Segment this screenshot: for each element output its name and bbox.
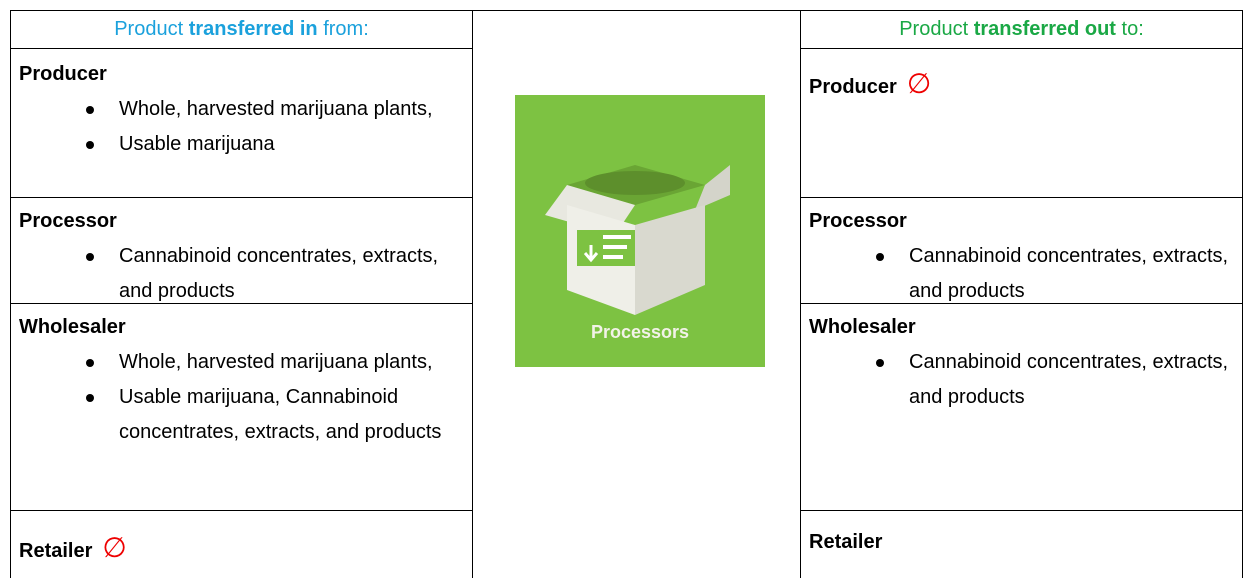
row-name: Retailer [801, 525, 1242, 560]
list-item: Whole, harvested marijuana plants, [86, 92, 469, 127]
null-mark: ∅ [102, 532, 127, 563]
row-cell: Processor Cannabinoid concentrates, extra… [801, 197, 1242, 303]
row-cell: Wholesaler Cannabinoid concentrates, extr… [801, 303, 1242, 510]
list-item: Cannabinoid concentrates, extracts, and … [86, 239, 469, 309]
item-list: Cannabinoid concentrates, extracts, and … [11, 239, 469, 309]
item-list: Cannabinoid concentrates, extracts, and … [801, 345, 1239, 415]
left-column: Product transferred in from: Producer Who… [10, 10, 472, 578]
header-text: to: [1121, 18, 1144, 40]
null-mark: ∅ [906, 68, 932, 99]
left-header: Product transferred in from: [11, 10, 472, 48]
header-emphasis: transferred in [188, 18, 318, 40]
row-name-text: Wholesaler [19, 316, 126, 338]
item-list: Whole, harvested marijuana plants, Usable… [11, 345, 469, 450]
header-emphasis: transferred out [973, 18, 1116, 40]
header-text: Product [899, 18, 969, 40]
list-item: Whole, harvested marijuana plants, [86, 345, 469, 380]
row-name-text: Processor [19, 210, 117, 232]
right-header: Product transferred out to: [801, 10, 1242, 48]
row-name-text: Retailer [19, 540, 93, 562]
row-name-text: Producer [19, 63, 107, 85]
row-cell: Retailer [801, 510, 1242, 578]
row-name-text: Wholesaler [809, 316, 916, 338]
middle-column: Processors [472, 10, 800, 578]
row-name-text: Retailer [809, 531, 883, 553]
row-cell: Producer ∅ [801, 48, 1242, 197]
row-cell: Producer Whole, harvested marijuana plant… [11, 48, 472, 197]
processors-image: Processors [515, 95, 765, 367]
right-column: Product transferred out to: Producer ∅ Pro… [800, 10, 1243, 578]
row-name-text: Producer [809, 76, 897, 98]
list-item: Cannabinoid concentrates, extracts, and … [876, 345, 1239, 415]
list-item: Usable marijuana [86, 127, 469, 162]
row-cell: Wholesaler Whole, harvested marijuana pla… [11, 303, 472, 510]
row-name: Retailer ∅ [11, 533, 472, 566]
row-name: Producer [11, 57, 472, 92]
item-list: Whole, harvested marijuana plants, Usable… [11, 92, 469, 162]
list-item: Cannabinoid concentrates, extracts, and … [876, 239, 1239, 309]
row-name: Producer ∅ [801, 69, 1242, 102]
image-caption: Processors [591, 322, 689, 342]
item-list: Cannabinoid concentrates, extracts, and … [801, 239, 1239, 309]
list-item: Usable marijuana, Cannabinoid concentrat… [86, 380, 469, 450]
row-name: Wholesaler [801, 310, 1242, 345]
header-text: Product [114, 18, 184, 40]
row-name: Processor [11, 204, 472, 239]
row-cell: Retailer ∅ [11, 510, 472, 578]
row-name: Processor [801, 204, 1242, 239]
row-cell: Processor Cannabinoid concentrates, extra… [11, 197, 472, 303]
row-name: Wholesaler [11, 310, 472, 345]
header-text: from: [323, 18, 369, 40]
row-name-text: Processor [809, 210, 907, 232]
